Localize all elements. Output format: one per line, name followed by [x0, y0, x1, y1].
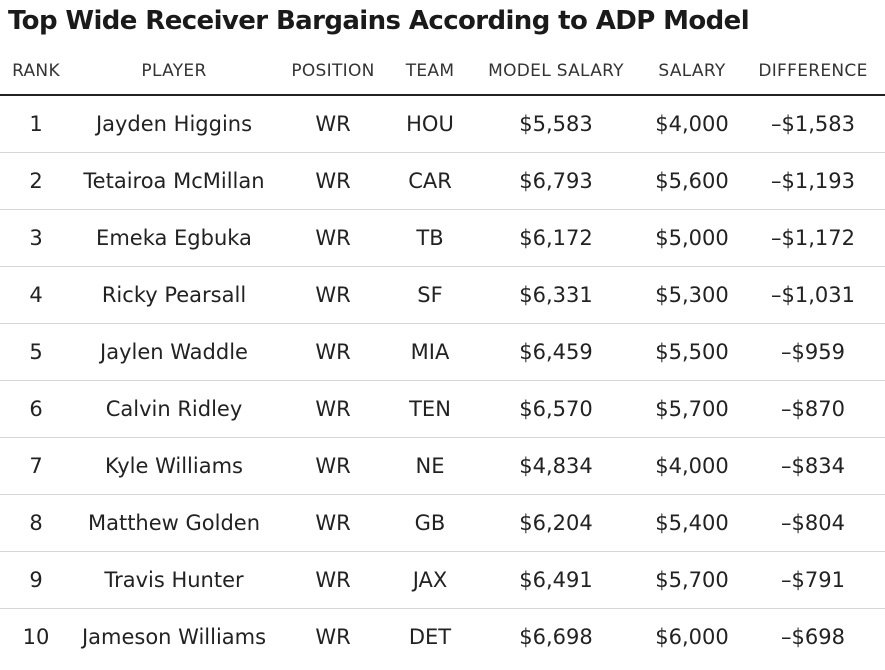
salary-cell: $5,500: [655, 340, 729, 364]
table-row: 4 Ricky Pearsall WR SF $6,331 $5,300 –$1,031: [0, 267, 885, 324]
difference-cell: –$834: [781, 454, 845, 478]
player-cell: Tetairoa McMillan: [83, 169, 265, 193]
table-row: 1 Jayden Higgins WR HOU $5,583 $4,000 –$1,583: [0, 96, 885, 153]
difference-cell: –$698: [781, 625, 845, 649]
player-cell: Jayden Higgins: [95, 112, 253, 136]
header-player: PLAYER: [141, 61, 207, 81]
difference-cell: –$1,172: [771, 226, 855, 250]
difference-cell: –$791: [781, 568, 845, 592]
position-cell: WR: [315, 226, 351, 250]
model-salary-cell: $6,204: [519, 511, 593, 535]
model-salary-cell: $6,491: [519, 568, 593, 592]
model-salary-cell: $5,583: [519, 112, 593, 136]
chart-title: Top Wide Receiver Bargains According to …: [8, 6, 750, 36]
rank-cell: 3: [29, 226, 43, 250]
salary-cell: $5,400: [655, 511, 729, 535]
salary-cell: $5,300: [655, 283, 729, 307]
salary-cell: $5,000: [655, 226, 729, 250]
header-rank: RANK: [12, 61, 60, 81]
model-salary-cell: $6,331: [519, 283, 593, 307]
header-difference: DIFFERENCE: [758, 61, 868, 81]
position-cell: WR: [315, 169, 351, 193]
team-cell: NE: [415, 454, 445, 478]
rank-cell: 5: [29, 340, 43, 364]
team-cell: MIA: [410, 340, 450, 364]
table-body: 1 Jayden Higgins WR HOU $5,583 $4,000 –$1,583 2…: [0, 96, 885, 665]
table-row: 8 Matthew Golden WR GB $6,204 $5,400 –$804: [0, 495, 885, 552]
model-salary-cell: $6,459: [519, 340, 593, 364]
team-cell: GB: [414, 511, 446, 535]
model-salary-cell: $4,834: [519, 454, 593, 478]
table-row: 9 Travis Hunter WR JAX $6,491 $5,700 –$791: [0, 552, 885, 609]
model-salary-cell: $6,172: [519, 226, 593, 250]
player-cell: Kyle Williams: [104, 454, 243, 478]
table-row: 7 Kyle Williams WR NE $4,834 $4,000 –$834: [0, 438, 885, 495]
difference-cell: –$1,583: [771, 112, 855, 136]
header-salary: SALARY: [658, 61, 726, 81]
rank-cell: 7: [29, 454, 43, 478]
difference-cell: –$804: [781, 511, 845, 535]
rank-cell: 2: [29, 169, 43, 193]
salary-cell: $5,700: [655, 568, 729, 592]
difference-cell: –$1,193: [771, 169, 855, 193]
salary-cell: $4,000: [655, 112, 729, 136]
salary-cell: $5,600: [655, 169, 729, 193]
table-row: 6 Calvin Ridley WR TEN $6,570 $5,700 –$870: [0, 381, 885, 438]
salary-cell: $6,000: [655, 625, 729, 649]
player-cell: Emeka Egbuka: [96, 226, 252, 250]
table-row: 5 Jaylen Waddle WR MIA $6,459 $5,500 –$959: [0, 324, 885, 381]
player-cell: Matthew Golden: [87, 511, 261, 535]
model-salary-cell: $6,793: [519, 169, 593, 193]
model-salary-cell: $6,698: [519, 625, 593, 649]
team-cell: TB: [416, 226, 444, 250]
team-cell: DET: [408, 625, 452, 649]
salary-cell: $4,000: [655, 454, 729, 478]
header-position: POSITION: [291, 61, 375, 81]
rank-cell: 8: [29, 511, 43, 535]
header-team: TEAM: [405, 61, 455, 81]
header-model-salary: MODEL SALARY: [488, 61, 624, 81]
position-cell: WR: [315, 340, 351, 364]
player-cell: Calvin Ridley: [105, 397, 243, 421]
table-header: RANK PLAYER POSITION TEAM MODEL SALARY S…: [0, 58, 885, 96]
team-cell: HOU: [406, 112, 454, 136]
table-row: 10 Jameson Williams WR DET $6,698 $6,000 –$698: [0, 609, 885, 665]
model-salary-cell: $6,570: [519, 397, 593, 421]
rank-cell: 9: [29, 568, 43, 592]
rank-cell: 1: [29, 112, 43, 136]
bargains-table: RANK PLAYER POSITION TEAM MODEL SALARY S…: [0, 58, 885, 665]
rank-cell: 4: [29, 283, 43, 307]
player-cell: Jaylen Waddle: [100, 340, 248, 364]
rank-cell: 6: [29, 397, 43, 421]
table-row: 3 Emeka Egbuka WR TB $6,172 $5,000 –$1,172: [0, 210, 885, 267]
salary-cell: $5,700: [655, 397, 729, 421]
position-cell: WR: [315, 112, 351, 136]
position-cell: WR: [315, 568, 351, 592]
difference-cell: –$959: [781, 340, 845, 364]
team-cell: CAR: [408, 169, 452, 193]
difference-cell: –$1,031: [771, 283, 855, 307]
position-cell: WR: [315, 511, 351, 535]
team-cell: SF: [417, 283, 443, 307]
team-cell: TEN: [409, 397, 451, 421]
player-cell: Travis Hunter: [104, 568, 244, 592]
position-cell: WR: [315, 454, 351, 478]
team-cell: JAX: [412, 568, 448, 592]
table-row: 2 Tetairoa McMillan WR CAR $6,793 $5,600 –$1,1…: [0, 153, 885, 210]
position-cell: WR: [315, 283, 351, 307]
difference-cell: –$870: [781, 397, 845, 421]
player-cell: Ricky Pearsall: [101, 283, 247, 307]
player-cell: Jameson Williams: [81, 625, 267, 649]
position-cell: WR: [315, 625, 351, 649]
position-cell: WR: [315, 397, 351, 421]
rank-cell: 10: [22, 625, 50, 649]
